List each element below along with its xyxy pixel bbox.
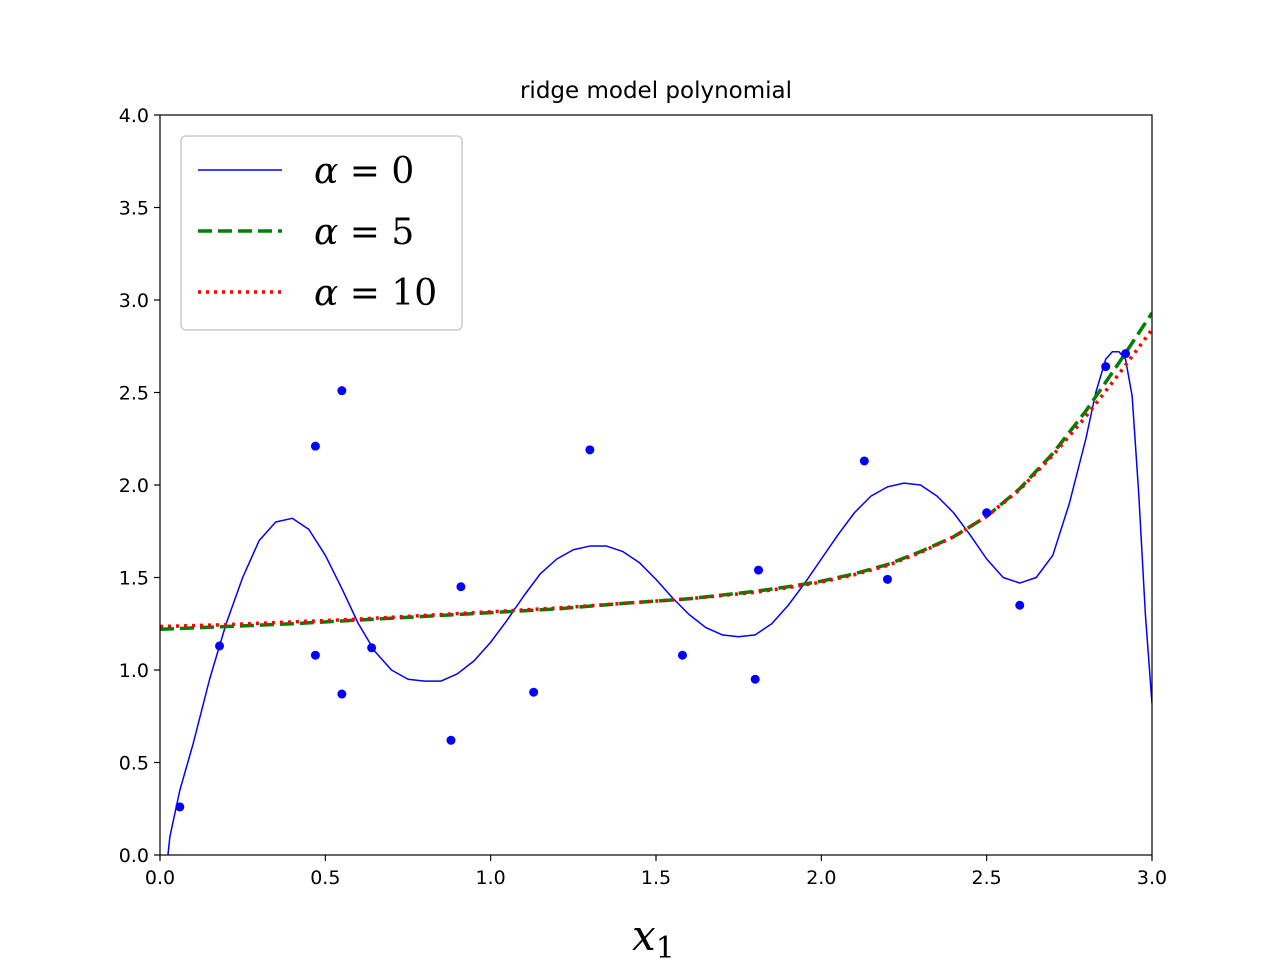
y-tick-label: 0.5 xyxy=(119,753,149,775)
legend-label-value: 5 xyxy=(391,212,414,253)
y-tick-label: 2.5 xyxy=(119,383,149,405)
legend: α = 0α = 5α = 10 xyxy=(180,135,463,331)
data-point xyxy=(677,650,687,660)
x-axis-label-main: x xyxy=(632,911,656,960)
data-point xyxy=(1015,600,1025,610)
data-point xyxy=(882,574,892,584)
legend-label-equals: = xyxy=(338,212,391,253)
data-point xyxy=(750,674,760,684)
x-axis: 0.0 0.5 1.0 1.5 2.0 2.5 3.0 xyxy=(145,855,1167,889)
data-point xyxy=(1121,349,1131,359)
y-tick-label: 1.0 xyxy=(119,660,149,682)
legend-label-value: 10 xyxy=(391,273,437,314)
x-tick-label: 2.0 xyxy=(806,867,836,889)
legend-label-symbol: α xyxy=(314,151,338,192)
series-line-0 xyxy=(167,351,1152,855)
data-point xyxy=(529,687,539,697)
data-point xyxy=(859,456,869,466)
legend-label-1: α = 5 xyxy=(314,212,414,253)
y-tick-label: 4.0 xyxy=(119,105,149,127)
x-tick-label: 0.0 xyxy=(145,867,175,889)
data-point xyxy=(310,650,320,660)
y-tick-label: 3.5 xyxy=(119,198,149,220)
data-point xyxy=(215,641,225,651)
data-point xyxy=(337,689,347,699)
y-tick-label: 0.0 xyxy=(119,845,149,867)
x-tick-label: 1.0 xyxy=(476,867,506,889)
legend-label-value: 0 xyxy=(391,151,414,192)
x-tick-label: 3.0 xyxy=(1137,867,1167,889)
legend-label-symbol: α xyxy=(314,273,338,314)
chart-title: ridge model polynomial xyxy=(520,78,792,104)
data-point xyxy=(1101,362,1111,372)
data-point xyxy=(367,643,377,653)
y-tick-label: 1.5 xyxy=(119,568,149,590)
x-axis-label: x1 xyxy=(632,911,675,960)
x-tick-label: 0.5 xyxy=(310,867,340,889)
legend-box xyxy=(180,135,463,331)
data-point xyxy=(310,441,320,451)
data-point xyxy=(982,508,992,518)
legend-label-equals: = xyxy=(338,151,391,192)
scatter-points xyxy=(175,349,1131,812)
series-line-1 xyxy=(160,311,1152,632)
legend-label-equals: = xyxy=(338,273,391,314)
data-point xyxy=(754,565,764,575)
y-tick-label: 2.0 xyxy=(119,475,149,497)
y-axis: 0.0 0.5 1.0 1.5 2.0 2.5 3.0 3.5 4.0 xyxy=(119,105,160,867)
x-tick-label: 2.5 xyxy=(972,867,1002,889)
data-point xyxy=(585,445,595,455)
data-point xyxy=(456,582,466,592)
y-tick-label: 3.0 xyxy=(119,290,149,312)
legend-label-0: α = 0 xyxy=(314,151,414,192)
legend-label-symbol: α xyxy=(314,212,338,253)
x-axis-label-subscript: 1 xyxy=(656,931,675,960)
data-point xyxy=(175,802,185,812)
plot-curves xyxy=(160,311,1152,855)
legend-label-2: α = 10 xyxy=(314,273,437,314)
data-point xyxy=(337,386,347,396)
data-point xyxy=(446,735,456,745)
x-tick-label: 1.5 xyxy=(641,867,671,889)
